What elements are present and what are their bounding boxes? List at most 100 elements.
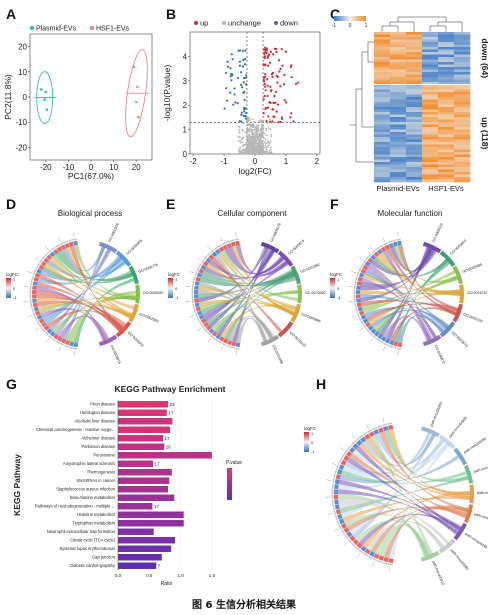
unchange-point	[245, 152, 248, 155]
heatmap-cell	[390, 129, 407, 133]
up-point	[266, 56, 269, 59]
category-label: Peroxisome	[93, 453, 115, 458]
heatmap-cell	[438, 119, 455, 123]
unchange-point	[264, 152, 267, 155]
heatmap-cell	[422, 112, 439, 115]
gene-arc	[378, 427, 384, 433]
unchange-point	[268, 152, 270, 155]
heatmap-cell	[422, 42, 439, 45]
up-point	[281, 64, 284, 67]
heatmap-cell	[406, 154, 423, 158]
gene-band	[29, 294, 32, 299]
down-point	[223, 107, 226, 110]
gene-arc	[46, 254, 53, 260]
up-point	[266, 94, 269, 98]
unchange-point	[262, 151, 265, 154]
gene-tick	[356, 553, 361, 558]
unchange-point	[266, 142, 268, 145]
gene-arc	[208, 254, 215, 260]
unchange-point	[259, 119, 262, 122]
gene-band	[383, 242, 388, 246]
heatmap-cell	[422, 97, 439, 100]
heatmap-cell	[406, 34, 423, 38]
up-point	[279, 120, 282, 124]
term-label: path:mmu00250	[430, 402, 444, 428]
unchange-point	[263, 146, 266, 149]
gene-arc	[60, 244, 66, 250]
gene-band	[193, 275, 196, 281]
data-point	[136, 85, 139, 89]
bar	[118, 426, 170, 433]
heatmap-cell	[390, 79, 407, 83]
gene-band	[39, 324, 43, 329]
up-point	[262, 78, 265, 81]
unchange-point	[246, 148, 249, 151]
heatmap-cell	[374, 62, 391, 65]
gene-arc	[38, 318, 45, 324]
heatmap-cell	[422, 77, 439, 80]
heatmap-cell	[406, 122, 423, 125]
down-point	[233, 87, 236, 90]
heatmap-cell	[438, 42, 455, 45]
gene-tick	[45, 245, 49, 250]
gene-arc	[194, 298, 199, 303]
chord-ribbon	[365, 266, 432, 341]
gene-band	[341, 453, 345, 459]
colorbar-tick-label: 0	[349, 23, 352, 29]
gene-band	[29, 285, 32, 290]
gene-band	[372, 558, 378, 562]
unchange-point	[241, 138, 243, 141]
gene-arc	[32, 289, 37, 294]
gene-band	[368, 252, 373, 257]
bar-count-label: 17	[155, 461, 161, 466]
heatmap-cell	[406, 109, 423, 113]
heatmap-cell	[454, 119, 471, 123]
legend-title: logFC	[6, 272, 19, 277]
heatmap-cell	[390, 137, 407, 140]
gene-band	[31, 275, 34, 281]
data-point	[43, 98, 46, 101]
gene-tick	[397, 350, 399, 356]
gene-band	[334, 515, 338, 521]
unchange-point	[252, 141, 255, 143]
heatmap-cell	[438, 124, 455, 128]
heatmap-cell	[374, 179, 391, 183]
term-arc	[135, 284, 140, 304]
gene-band	[230, 239, 235, 242]
legend-tick: -1	[13, 295, 17, 300]
heatmap-cell	[374, 137, 391, 140]
gene-band	[353, 289, 356, 294]
down-point	[238, 64, 242, 67]
gene-band	[59, 342, 65, 346]
unchange-point	[256, 147, 259, 150]
heatmap-cell	[454, 64, 471, 68]
unchange-point	[252, 122, 254, 125]
heatmap-cell	[390, 174, 407, 178]
heatmap-cell	[422, 82, 439, 85]
unchange-point	[256, 133, 259, 136]
gene-tick	[369, 245, 373, 250]
gene-band	[362, 431, 368, 436]
heatmap-cell	[454, 152, 471, 155]
unchange-point	[259, 152, 262, 155]
gene-tick	[189, 315, 195, 318]
gene-arc	[338, 518, 345, 525]
colorbar-tick-label: 1	[365, 23, 368, 29]
unchange-point	[256, 137, 259, 140]
heatmap-cell	[422, 74, 439, 78]
heatmap-cell	[406, 79, 423, 83]
up-point	[268, 61, 272, 64]
gene-arc	[32, 294, 37, 299]
gene-arc	[346, 450, 352, 457]
gene-band	[365, 328, 370, 333]
heatmap-cell	[374, 114, 391, 118]
gene-arc	[356, 439, 363, 446]
heatmap-cell	[454, 52, 471, 55]
x-tick-label: 2	[315, 157, 320, 166]
legend-tick: -1	[175, 295, 179, 300]
unchange-point	[263, 140, 266, 143]
unchange-point	[259, 129, 262, 132]
gene-band	[55, 340, 61, 344]
heatmap-cell	[374, 152, 391, 155]
term-arc	[421, 426, 440, 438]
